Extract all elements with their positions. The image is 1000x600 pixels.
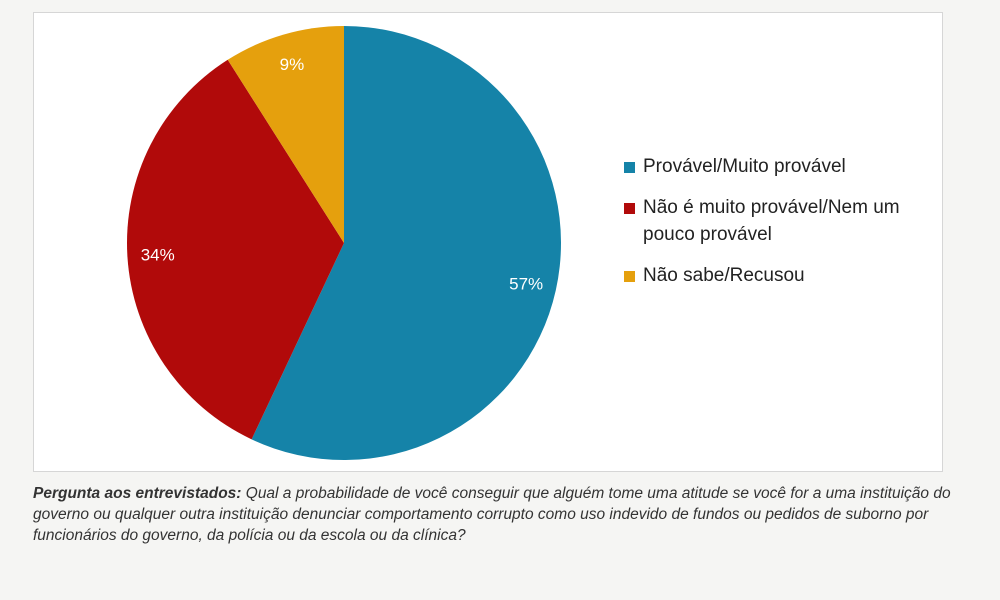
question-text: Qual a probabilidade de você conseguir q… bbox=[33, 485, 951, 544]
chart-panel: 57% 34% 9% Provável/Muito provável Não é m… bbox=[33, 12, 943, 472]
pie-label-nao-sabe: 9% bbox=[280, 55, 305, 74]
legend-label-provavel: Provável/Muito provável bbox=[643, 156, 846, 177]
pie-slice-nao-sabe bbox=[227, 26, 344, 243]
legend-swatch-nao-provavel bbox=[624, 203, 635, 214]
legend-swatch-nao-sabe bbox=[624, 271, 635, 282]
legend-item-nao-provavel: Não é muito provável/Nem um pouco prováv… bbox=[624, 194, 944, 248]
legend-label-nao-sabe: Não sabe/Recusou bbox=[643, 265, 805, 286]
survey-question: Pergunta aos entrevistados: Qual a proba… bbox=[33, 483, 963, 546]
legend-swatch-provavel bbox=[624, 162, 635, 173]
chart-legend: Provável/Muito provável Não é muito prov… bbox=[624, 153, 944, 303]
pie-slice-nao-provavel bbox=[127, 59, 345, 440]
legend-item-nao-sabe: Não sabe/Recusou bbox=[624, 262, 944, 289]
legend-label-nao-provavel: Não é muito provável/Nem um pouco prováv… bbox=[643, 197, 900, 245]
pie-label-provavel: 57% bbox=[509, 275, 543, 294]
question-lead: Pergunta aos entrevistados: bbox=[33, 485, 242, 502]
pie-chart: 57% 34% 9% bbox=[127, 26, 561, 460]
pie-label-nao-provavel: 34% bbox=[141, 246, 175, 265]
legend-item-provavel: Provável/Muito provável bbox=[624, 153, 944, 180]
pie-slice-provavel bbox=[251, 26, 561, 460]
